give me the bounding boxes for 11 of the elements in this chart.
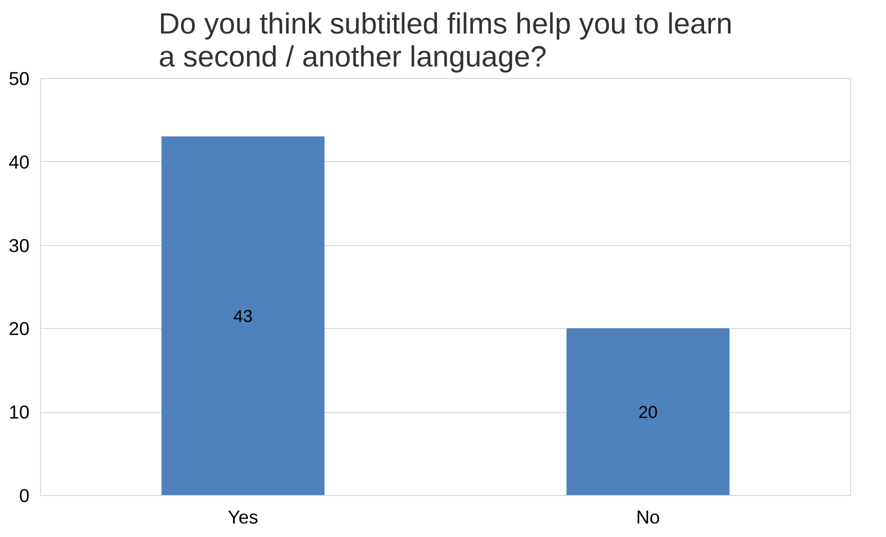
y-tick-label: 40 bbox=[8, 151, 30, 172]
y-tick-label: 10 bbox=[8, 402, 30, 423]
data-label: 43 bbox=[233, 306, 253, 326]
y-tick-label: 50 bbox=[8, 68, 30, 89]
x-tick-label: Yes bbox=[228, 506, 258, 528]
y-tick-label: 0 bbox=[19, 485, 30, 506]
y-tick-label: 20 bbox=[8, 318, 30, 340]
x-tick-label: No bbox=[636, 506, 660, 528]
y-tick-label: 30 bbox=[8, 234, 30, 256]
chart-title: Do you think subtitled films help you to learn a second / another language? bbox=[158, 8, 732, 74]
data-label: 20 bbox=[638, 402, 658, 422]
